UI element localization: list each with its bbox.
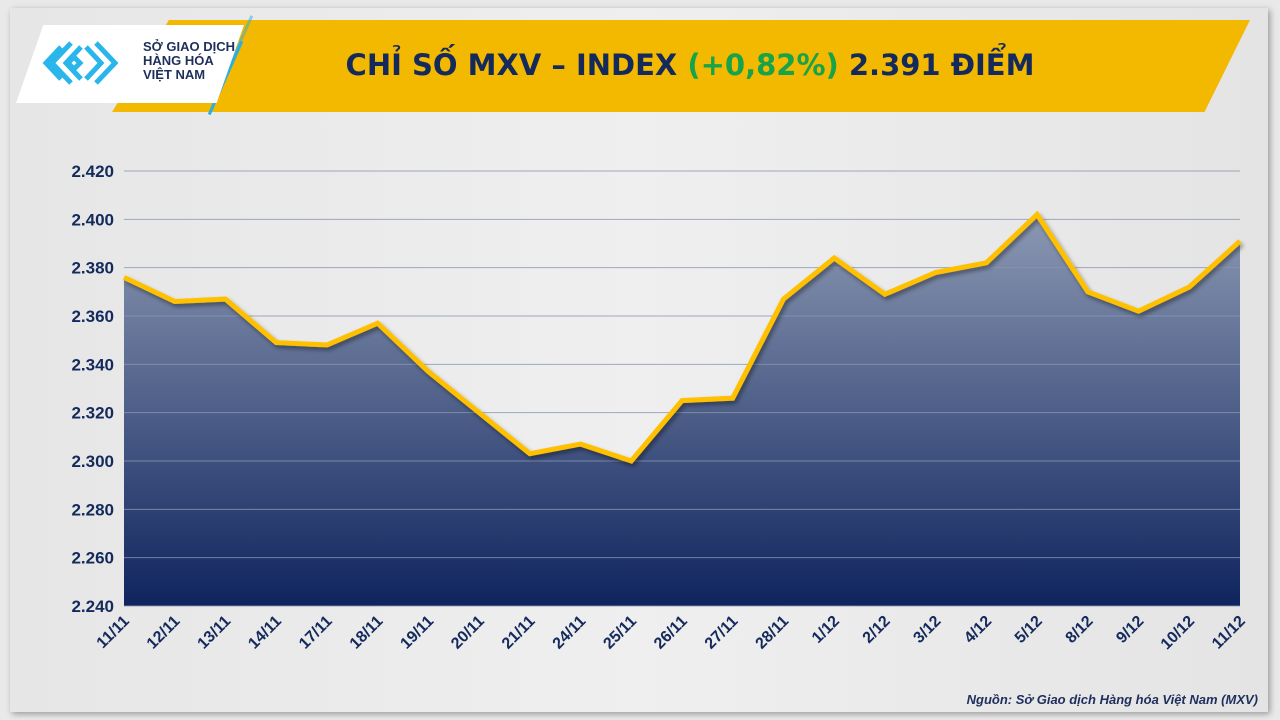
y-tick-label: 2.420 [71,162,114,181]
logo-line: SỞ GIAO DỊCH [143,39,235,54]
title-banner [112,20,1250,112]
x-tick-label: 9/12 [1113,613,1147,647]
mxv-logo-icon [42,41,119,85]
x-tick-label: 11/12 [1209,613,1249,653]
x-tick-label: 19/11 [397,613,437,653]
x-tick-label: 21/11 [499,613,539,653]
source-note: Nguồn: Sở Giao dịch Hàng hóa Việt Nam (M… [966,692,1258,707]
title-suffix: 2.391 ĐIỂM [838,48,1035,82]
title-prefix: CHỈ SỐ MXV – INDEX [345,48,688,82]
y-tick-label: 2.360 [71,307,114,326]
y-tick-label: 2.340 [71,355,114,374]
x-tick-label: 26/11 [651,613,691,653]
y-tick-label: 2.380 [71,259,114,278]
y-tick-label: 2.300 [71,452,114,471]
change-percent: (+0,82%) [687,48,839,82]
x-tick-label: 3/12 [910,613,944,647]
x-tick-label: 4/12 [961,613,995,647]
y-tick-label: 2.240 [71,597,114,616]
x-tick-label: 18/11 [347,613,387,653]
x-tick-label: 10/12 [1158,613,1198,653]
logo [16,25,244,103]
x-tick-label: 20/11 [448,613,488,653]
x-tick-label: 24/11 [550,613,590,653]
area-fill [124,214,1240,606]
y-tick-label: 2.400 [71,210,114,229]
x-tick-label: 27/11 [702,613,742,653]
x-tick-label: 13/11 [195,613,235,653]
x-tick-label: 5/12 [1012,613,1046,647]
logo-text: SỞ GIAO DỊCH HÀNG HÓA VIỆT NAM [143,40,235,82]
x-tick-label: 2/12 [860,613,894,647]
x-tick-label: 28/11 [753,613,793,653]
logo-line: HÀNG HÓA [143,53,214,68]
logo-line: VIỆT NAM [143,67,206,82]
x-tick-label: 25/11 [600,613,640,653]
x-tick-label: 14/11 [245,613,285,653]
y-tick-label: 2.320 [71,404,114,423]
x-tick-label: 11/11 [94,613,133,652]
page-title: CHỈ SỐ MXV – INDEX (+0,82%) 2.391 ĐIỂM [250,48,1130,82]
y-tick-label: 2.280 [71,500,114,519]
x-tick-label: 17/11 [296,613,336,653]
x-tick-label: 1/12 [809,613,843,647]
x-tick-label: 8/12 [1063,613,1097,647]
y-tick-label: 2.260 [71,549,114,568]
x-tick-label: 12/11 [144,613,184,653]
series-line [122,210,1242,464]
